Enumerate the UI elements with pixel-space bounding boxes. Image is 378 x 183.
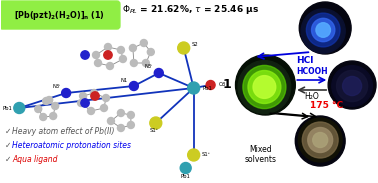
Circle shape (62, 89, 71, 98)
Circle shape (332, 66, 372, 106)
Circle shape (336, 70, 368, 102)
Circle shape (102, 94, 110, 102)
Circle shape (46, 96, 53, 104)
Circle shape (81, 51, 89, 59)
Text: S2: S2 (192, 42, 198, 46)
Circle shape (91, 92, 99, 100)
Circle shape (308, 128, 333, 152)
Text: $\Phi_{PL}$ = 21.62%, $\tau$ = 25.46 μs: $\Phi_{PL}$ = 21.62%, $\tau$ = 25.46 μs (122, 3, 259, 16)
Text: HCOOH: HCOOH (296, 67, 328, 76)
Circle shape (342, 76, 362, 96)
Text: ✓: ✓ (5, 126, 12, 135)
Circle shape (81, 99, 89, 107)
Circle shape (235, 55, 295, 115)
Circle shape (248, 70, 281, 104)
Text: 175 °C: 175 °C (310, 101, 343, 110)
Circle shape (118, 46, 124, 53)
Circle shape (180, 163, 191, 173)
Circle shape (253, 76, 276, 98)
Circle shape (311, 18, 335, 42)
Text: N3ⁱ: N3ⁱ (52, 85, 60, 89)
Circle shape (313, 132, 328, 147)
Text: Pb1: Pb1 (2, 106, 12, 111)
Circle shape (306, 13, 340, 47)
Text: HCl: HCl (297, 56, 314, 65)
Circle shape (104, 51, 112, 59)
Text: O3: O3 (218, 83, 226, 87)
Circle shape (35, 106, 42, 113)
Circle shape (302, 122, 338, 158)
Text: ✓: ✓ (5, 141, 12, 150)
Circle shape (295, 116, 345, 166)
Circle shape (80, 92, 87, 100)
Circle shape (150, 117, 162, 129)
Circle shape (238, 61, 291, 113)
Circle shape (154, 68, 163, 77)
Circle shape (301, 9, 345, 53)
Circle shape (14, 102, 25, 113)
Circle shape (243, 65, 286, 109)
Circle shape (127, 122, 134, 128)
Text: S1ⁱⁱ: S1ⁱⁱ (201, 152, 210, 158)
Circle shape (118, 124, 124, 132)
Circle shape (178, 42, 190, 54)
Circle shape (298, 118, 342, 162)
Text: N3ⁱ: N3ⁱ (145, 64, 153, 70)
Circle shape (107, 117, 115, 124)
Text: $\bf{[Pb(pzt)_2(H_2O)]_n\ (1)}$: $\bf{[Pb(pzt)_2(H_2O)]_n\ (1)}$ (14, 8, 105, 21)
FancyBboxPatch shape (0, 1, 120, 29)
Text: Mixed
solvents: Mixed solvents (245, 145, 276, 164)
Circle shape (43, 98, 50, 104)
Text: Pb1: Pb1 (181, 173, 191, 178)
Circle shape (40, 113, 47, 120)
Circle shape (188, 149, 200, 161)
Text: Heavy atom effect of Pb(II): Heavy atom effect of Pb(II) (12, 126, 115, 135)
Circle shape (94, 59, 101, 66)
Circle shape (143, 59, 149, 66)
Text: N1: N1 (121, 77, 128, 83)
Text: H₂O: H₂O (304, 92, 319, 101)
Circle shape (129, 81, 138, 91)
Circle shape (328, 61, 376, 109)
Circle shape (188, 82, 200, 94)
Circle shape (118, 109, 124, 117)
Circle shape (88, 107, 94, 115)
Circle shape (104, 44, 112, 51)
Circle shape (52, 102, 59, 109)
Circle shape (119, 55, 126, 63)
Text: S1ⁱⁱ: S1ⁱⁱ (150, 128, 158, 134)
Circle shape (77, 100, 85, 107)
Circle shape (140, 40, 147, 46)
Circle shape (130, 59, 137, 66)
Circle shape (90, 89, 98, 96)
Circle shape (299, 2, 351, 54)
Circle shape (127, 111, 134, 119)
Text: Heteroatomic protonation sites: Heteroatomic protonation sites (12, 141, 131, 150)
Circle shape (101, 104, 107, 111)
Circle shape (129, 44, 136, 51)
Circle shape (93, 51, 99, 59)
Circle shape (147, 48, 154, 55)
Circle shape (316, 23, 330, 37)
Text: Aqua ligand: Aqua ligand (12, 154, 58, 163)
Circle shape (50, 113, 57, 119)
Circle shape (206, 81, 215, 89)
Text: Pb1: Pb1 (203, 85, 212, 91)
Circle shape (107, 63, 113, 70)
Text: 1: 1 (223, 79, 231, 92)
Text: ✓: ✓ (5, 154, 12, 163)
